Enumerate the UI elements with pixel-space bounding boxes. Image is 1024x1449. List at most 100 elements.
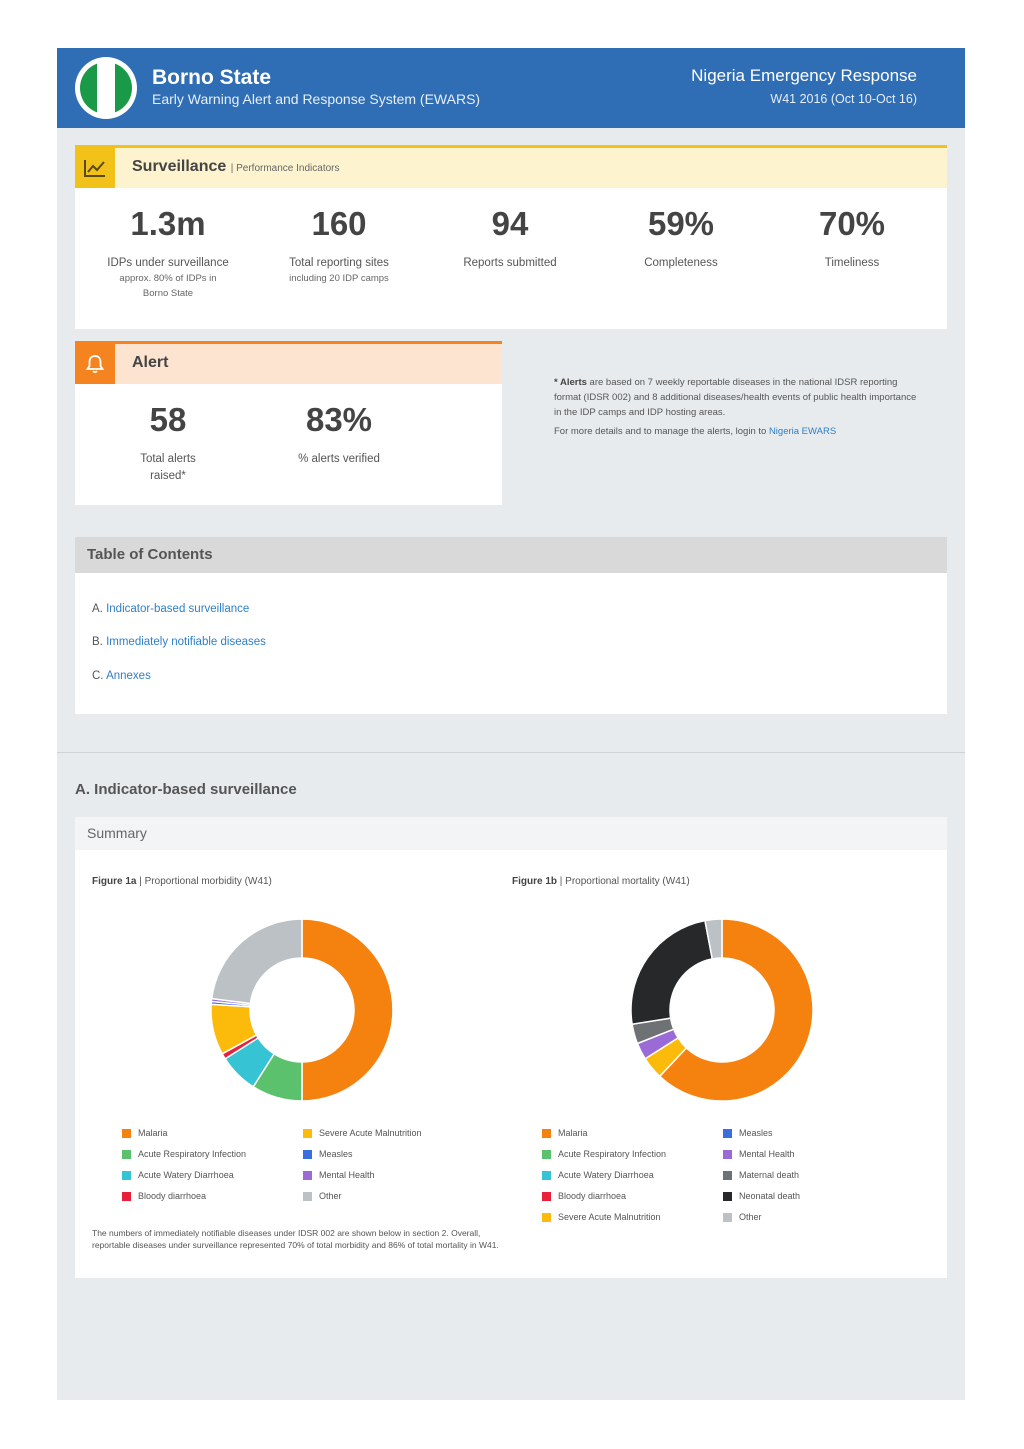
kpi-value: 83% bbox=[305, 401, 373, 438]
figure-caption: | Proportional mortality (W41) bbox=[559, 876, 690, 887]
alert-title: Alert bbox=[132, 354, 169, 371]
kpi-completeness: 59% Completeness bbox=[591, 205, 771, 271]
figure-1a-title: Figure 1a | Proportional morbidity (W41) bbox=[92, 876, 272, 887]
legend-label: Other bbox=[739, 1212, 762, 1222]
legend-swatch bbox=[542, 1191, 551, 1201]
toc-item: B. Immediately notifiable diseases bbox=[92, 636, 266, 648]
alert-note-text: * Alerts are based on 7 weekly reportabl… bbox=[554, 375, 924, 420]
kpi-value: 94 bbox=[491, 205, 529, 242]
legend-swatch bbox=[303, 1170, 312, 1180]
kpi-value: 59% bbox=[647, 205, 715, 242]
figure-label: Figure 1b bbox=[512, 876, 558, 887]
legend-item: Other bbox=[723, 1212, 762, 1222]
ewars-login-link[interactable]: Nigeria EWARS bbox=[768, 426, 837, 437]
mortality-legend: Malaria Acute Respiratory Infection Acute … bbox=[542, 1128, 932, 1238]
alert-note-body: are based on 7 weekly reportable disease… bbox=[554, 377, 917, 418]
legend-item: Acute Respiratory Infection bbox=[122, 1149, 246, 1159]
mortality-donut-chart bbox=[630, 918, 814, 1102]
kpi-label: % alerts verified bbox=[298, 453, 380, 465]
system-subtitle: Early Warning Alert and Response System … bbox=[152, 91, 481, 107]
morbidity-donut-chart bbox=[210, 918, 394, 1102]
toc-link-annexes[interactable]: Annexes bbox=[106, 670, 151, 682]
toc-link-notifiable-diseases[interactable]: Immediately notifiable diseases bbox=[106, 636, 266, 648]
legend-label: Severe Acute Malnutrition bbox=[558, 1212, 661, 1222]
summary-card: Figure 1a | Proportional morbidity (W41)… bbox=[75, 850, 947, 1278]
donut-slice-malaria bbox=[301, 918, 394, 1102]
kpi-label-line: raised* bbox=[150, 470, 186, 482]
bell-icon bbox=[75, 344, 115, 384]
legend-swatch bbox=[542, 1212, 551, 1222]
legend-label: Severe Acute Malnutrition bbox=[319, 1128, 422, 1138]
kpi-total-alerts: 58 Total alerts raised* bbox=[78, 401, 258, 485]
figure-label: Figure 1a bbox=[92, 876, 137, 887]
kpi-value: 1.3m bbox=[130, 205, 206, 242]
legend-swatch bbox=[542, 1170, 551, 1180]
section-a-title: A. Indicator-based surveillance bbox=[75, 781, 297, 798]
alert-note-bold: * Alerts bbox=[554, 377, 587, 388]
legend-swatch bbox=[122, 1128, 131, 1138]
toc-list: A. Indicator-based surveillance B. Immed… bbox=[75, 573, 947, 714]
legend-item: Acute Respiratory Infection bbox=[542, 1149, 666, 1159]
legend-swatch bbox=[303, 1191, 312, 1201]
summary-footnote: The numbers of immediately notifiable di… bbox=[92, 1228, 499, 1250]
summary-tab-label: Summary bbox=[87, 825, 147, 841]
legend-swatch bbox=[723, 1149, 732, 1159]
legend-label: Malaria bbox=[558, 1128, 588, 1138]
toc-link-indicator-surveillance[interactable]: Indicator-based surveillance bbox=[106, 603, 250, 615]
legend-swatch bbox=[723, 1191, 732, 1201]
legend-swatch bbox=[122, 1170, 131, 1180]
state-title: Borno State bbox=[152, 66, 272, 89]
toc-item: A. Indicator-based surveillance bbox=[92, 603, 249, 615]
donut-slice-other bbox=[210, 918, 303, 1005]
legend-item: Acute Watery Diarrhoea bbox=[122, 1170, 234, 1180]
legend-item: Measles bbox=[723, 1128, 773, 1138]
legend-label: Mental Health bbox=[319, 1170, 375, 1180]
legend-swatch bbox=[723, 1128, 732, 1138]
kpi-label: IDPs under surveillance bbox=[107, 257, 229, 269]
kpi-label: Reports submitted bbox=[463, 257, 557, 269]
legend-item: Bloody diarrhoea bbox=[542, 1191, 626, 1201]
legend-swatch bbox=[122, 1149, 131, 1159]
surveillance-card: Surveillance | Performance Indicators 1.… bbox=[75, 145, 947, 329]
legend-label: Bloody diarrhoea bbox=[138, 1191, 207, 1201]
kpi-timeliness: 70% Timeliness bbox=[762, 205, 942, 271]
section-divider bbox=[57, 752, 965, 753]
legend-label: Measles bbox=[739, 1128, 773, 1138]
legend-swatch bbox=[303, 1128, 312, 1138]
alert-note: * Alerts are based on 7 weekly reportabl… bbox=[554, 375, 924, 439]
legend-item: Other bbox=[303, 1191, 342, 1201]
legend-swatch bbox=[303, 1149, 312, 1159]
alert-login-line: For more details and to manage the alert… bbox=[554, 424, 924, 439]
kpi-label: Completeness bbox=[644, 257, 718, 269]
legend-swatch bbox=[723, 1212, 732, 1222]
legend-label: Acute Respiratory Infection bbox=[138, 1149, 247, 1159]
donut-slice-neonatal-death bbox=[630, 919, 714, 1026]
morbidity-legend: Malaria Acute Respiratory Infection Acute … bbox=[122, 1128, 512, 1218]
legend-label: Other bbox=[319, 1191, 342, 1201]
legend-item: Malaria bbox=[542, 1128, 588, 1138]
alert-login-prefix: For more details and to manage the alert… bbox=[554, 426, 769, 437]
legend-item: Severe Acute Malnutrition bbox=[303, 1128, 422, 1138]
reporting-week: W41 2016 (Oct 10-Oct 16) bbox=[770, 92, 917, 106]
legend-label: Malaria bbox=[138, 1128, 168, 1138]
response-name: Nigeria Emergency Response bbox=[691, 66, 917, 85]
nigeria-flag-logo bbox=[75, 57, 137, 119]
legend-swatch bbox=[723, 1170, 732, 1180]
legend-item: Acute Watery Diarrhoea bbox=[542, 1170, 654, 1180]
legend-item: Maternal death bbox=[723, 1170, 799, 1180]
legend-label: Measles bbox=[319, 1149, 353, 1159]
kpi-sublabel: including 20 IDP camps bbox=[289, 273, 389, 284]
kpi-alerts-verified: 83% % alerts verified bbox=[249, 401, 429, 468]
kpi-idps: 1.3m IDPs under surveillance approx. 80%… bbox=[78, 205, 258, 301]
toc-item-prefix: A. bbox=[92, 603, 103, 615]
kpi-reporting-sites: 160 Total reporting sites including 20 I… bbox=[249, 205, 429, 286]
legend-label: Mental Health bbox=[739, 1149, 795, 1159]
legend-label: Neonatal death bbox=[739, 1191, 801, 1201]
legend-item: Bloody diarrhoea bbox=[122, 1191, 206, 1201]
surveillance-subtitle: | Performance Indicators bbox=[230, 163, 340, 174]
summary-tab[interactable]: Summary bbox=[75, 817, 947, 857]
donut-slice-malaria bbox=[658, 918, 814, 1102]
legend-item: Mental Health bbox=[723, 1149, 795, 1159]
legend-item: Severe Acute Malnutrition bbox=[542, 1212, 661, 1222]
legend-item: Mental Health bbox=[303, 1170, 375, 1180]
